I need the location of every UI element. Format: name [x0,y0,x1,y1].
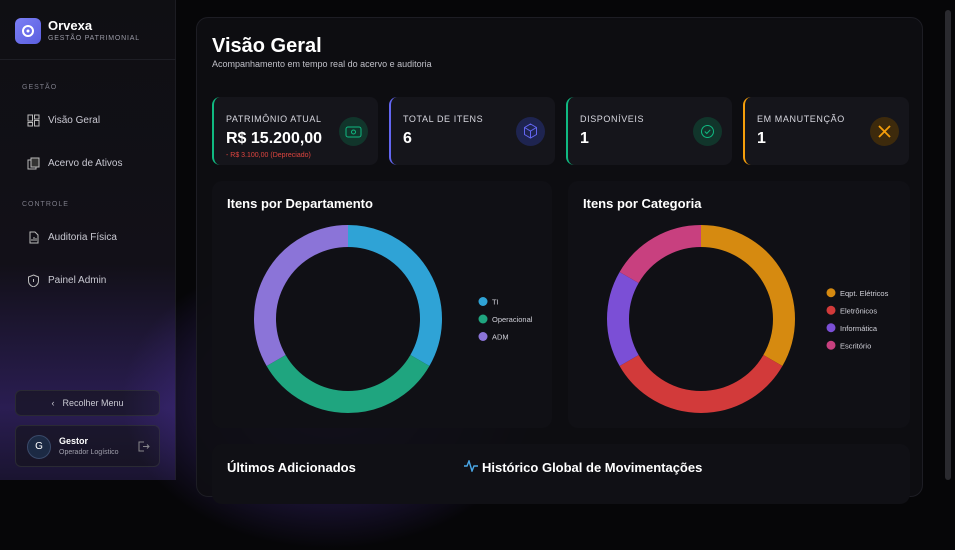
stat-label: DISPONÍVEIS [580,114,645,124]
stat-value: 6 [403,130,412,147]
stat-icon [516,117,545,146]
nav-item[interactable]: Painel Admin [27,274,106,287]
charts-layer: TI Operacional ADM Eqpt. Elétricos Eletrônic… [254,225,889,413]
stat-card: TOTAL DE ITENS 6 [389,97,555,165]
icon-glyph [345,126,362,138]
collapse-label: Recolher Menu [62,398,124,408]
stat-icon [870,117,899,146]
nav-item[interactable]: Auditoria Física [27,231,117,244]
nav-label: Visão Geral [48,115,101,126]
legend-swatch [478,332,488,341]
legend-label: Eqpt. Elétricos [840,289,889,298]
nav-label: Painel Admin [48,275,107,286]
nav-item[interactable]: Acervo de Ativos [27,157,122,170]
section-title: Histórico Global de Movimentações [482,460,703,475]
nav-section: GESTÃO [22,84,58,91]
donut-segment [619,225,702,284]
legend-swatch [826,340,836,350]
chart-title: Itens por Departamento [227,196,373,211]
brand-name: Orvexa [48,18,93,33]
legend-swatch [478,297,488,306]
legend-label: Escritório [840,341,871,350]
donut-segment [254,225,349,366]
stat-icon [339,117,368,146]
legend-label: Informática [840,324,878,333]
icon-glyph [524,123,537,139]
stat-icon [693,117,722,146]
divider [0,59,176,60]
donut-segment [700,225,795,366]
stat-value: 1 [580,130,589,147]
legend-swatch [826,288,836,298]
user-role: Operador Logístico [59,449,119,456]
nav-label: Auditoria Física [48,232,117,243]
scrollbar[interactable] [945,10,951,480]
stat-card: EM MANUTENÇÃO 1 [743,97,909,165]
donut-segment [607,272,639,366]
icon-glyph [878,125,891,138]
brand-tagline: GESTÃO PATRIMONIAL [48,35,140,42]
page-subtitle: Acompanhamento em tempo real do acervo e… [212,59,432,69]
stat-card: DISPONÍVEIS 1 [566,97,732,165]
legend-swatch [826,323,836,333]
legend-swatch [478,314,488,324]
stat-value: 1 [757,130,766,147]
sidebar: Orvexa GESTÃO PATRIMONIAL GESTÃO Visão G… [0,0,176,480]
brand-logo [15,18,41,44]
stat-card: PATRIMÔNIO ATUAL R$ 15.200,00 - R$ 3.100,0… [212,97,378,165]
nav-item[interactable]: Visão Geral [27,114,100,127]
icon-glyph [701,125,714,138]
activity-icon [464,460,478,472]
page-title: Visão Geral [212,35,322,57]
legend-label: Operacional [492,315,533,324]
donut-segment [347,225,442,366]
legend-label: ADM [492,333,509,342]
section-title: Últimos Adicionados [227,460,356,475]
nav-section: CONTROLE [22,201,69,208]
user-avatar: G [27,435,51,459]
nav-label: Acervo de Ativos [48,158,123,169]
stat-note: - R$ 3.100,00 (Depreciado) [226,152,311,159]
user-name: Gestor [59,436,89,446]
stat-label: PATRIMÔNIO ATUAL [226,114,322,124]
legend-label: Eletrônicos [840,306,877,315]
stat-label: EM MANUTENÇÃO [757,114,845,124]
chevron-icon: ‹ [51,398,55,408]
legend-swatch [826,305,836,315]
stat-value: R$ 15.200,00 [226,130,323,147]
legend-label: TI [492,298,499,307]
stat-label: TOTAL DE ITENS [403,114,484,124]
donut-segment [619,354,783,413]
chart-title: Itens por Categoria [583,196,702,211]
donut-segment [266,354,430,413]
